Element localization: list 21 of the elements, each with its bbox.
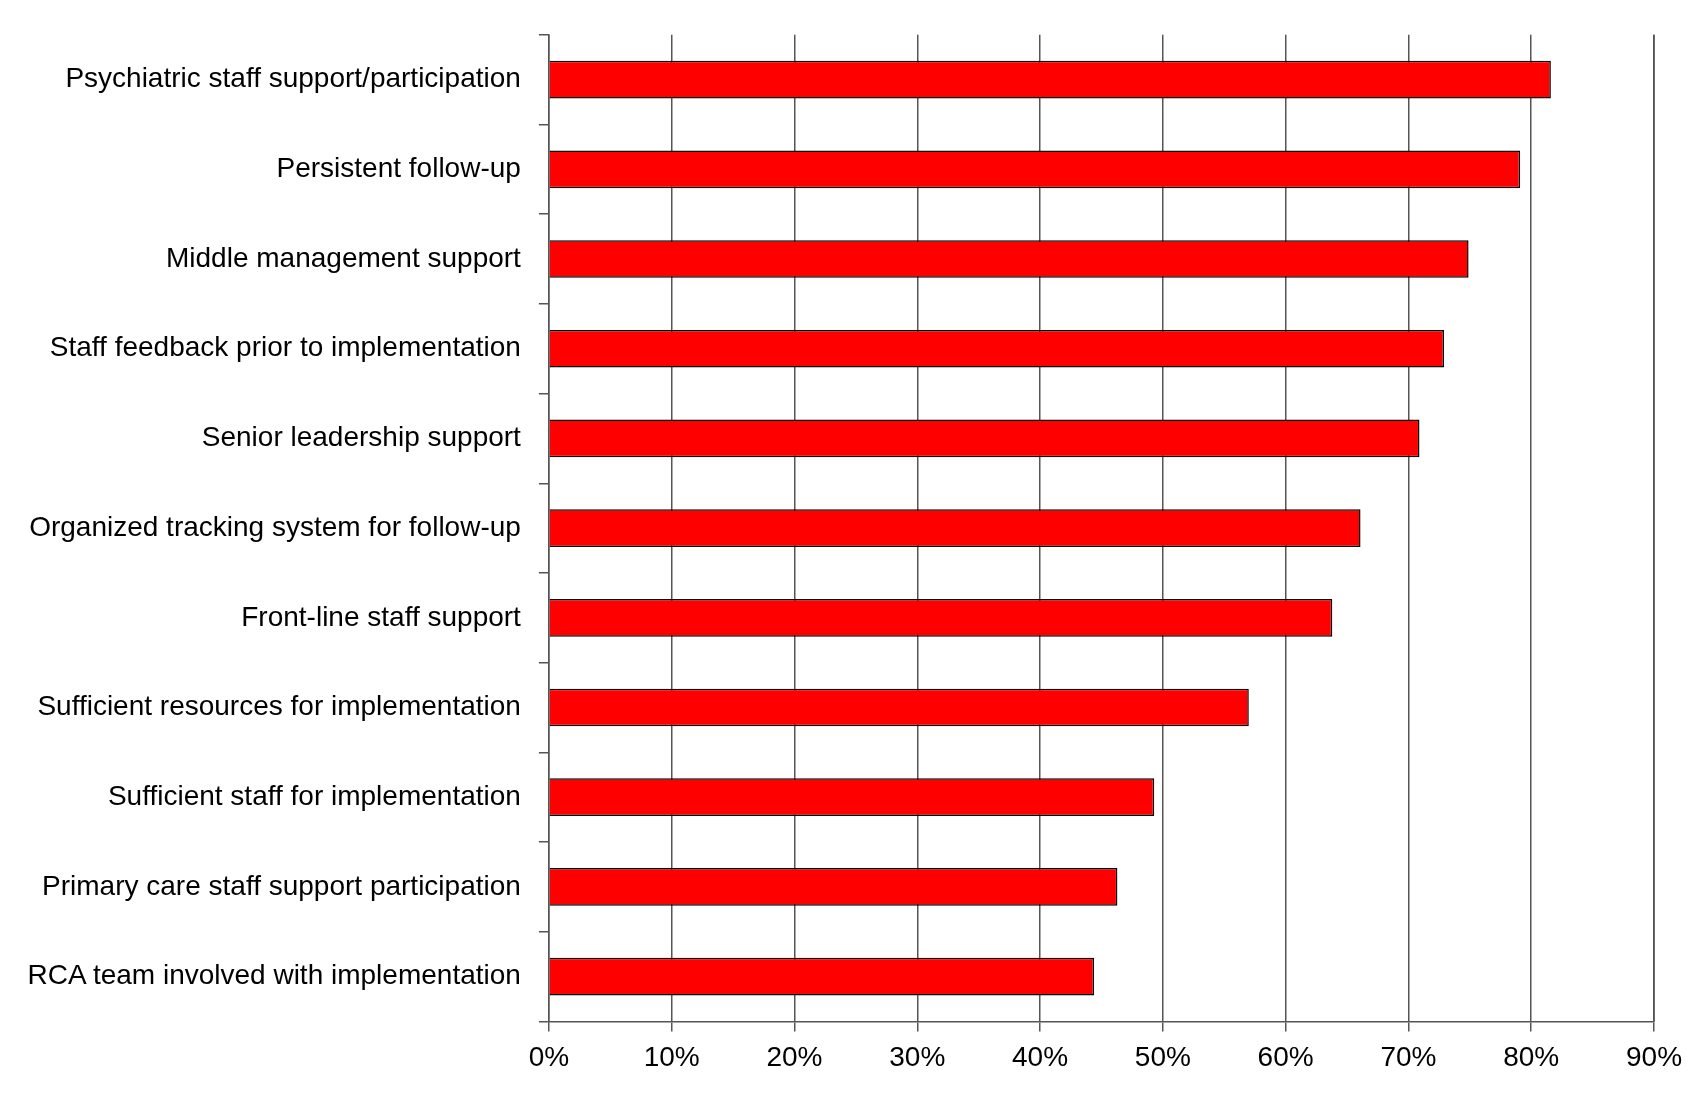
x-tick-label: 10% xyxy=(643,1040,700,1072)
x-tick-label: 40% xyxy=(1012,1040,1069,1072)
y-tick-label: Middle management support xyxy=(166,241,522,273)
x-tick-label: 50% xyxy=(1134,1040,1191,1072)
y-tick-label: Front-line staff support xyxy=(241,600,522,632)
y-tick-label: Senior leadership support xyxy=(201,421,522,453)
y-tick-label: Psychiatric staff support/participation xyxy=(65,62,521,94)
x-tick-label: 0% xyxy=(528,1040,570,1072)
x-tick-label: 80% xyxy=(1503,1040,1560,1072)
y-tick-label: Sufficient staff for implementation xyxy=(107,779,521,811)
y-tick-label: Staff feedback prior to implementation xyxy=(49,331,521,363)
x-tick-label: 60% xyxy=(1257,1040,1314,1072)
x-tick-label: 70% xyxy=(1380,1040,1437,1072)
y-tick-label: RCA team involved with implementation xyxy=(27,959,521,991)
y-tick-label: Persistent follow-up xyxy=(276,152,521,184)
x-tick-label: 20% xyxy=(766,1040,823,1072)
x-tick-label: 30% xyxy=(889,1040,946,1072)
y-tick-label: Organized tracking system for follow-up xyxy=(29,510,521,542)
x-tick-label: 90% xyxy=(1625,1040,1683,1072)
y-tick-label: Primary care staff support participation xyxy=(42,869,521,901)
y-tick-label: Sufficient resources for implementation xyxy=(37,690,521,722)
